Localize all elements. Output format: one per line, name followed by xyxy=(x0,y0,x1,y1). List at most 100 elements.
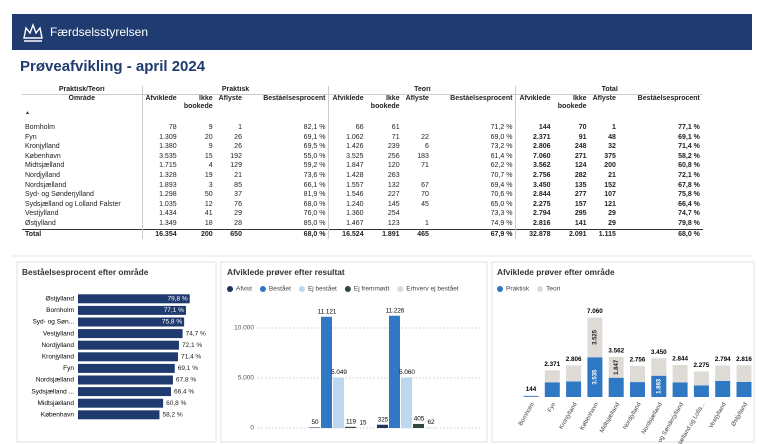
table-cell: 21 xyxy=(608,171,616,179)
table-cell: 1.035 xyxy=(141,199,180,210)
value-label: 71,4 % xyxy=(181,354,201,361)
table-cell: Total xyxy=(22,228,142,240)
bar xyxy=(78,340,179,350)
segment-label: 1.893 xyxy=(656,378,662,394)
bar xyxy=(78,329,183,339)
bar xyxy=(78,317,185,327)
value-label: 67,8 % xyxy=(176,377,196,384)
bar xyxy=(78,375,173,385)
table-cell: 62,2 % xyxy=(490,162,513,170)
sort-icon[interactable]: ▲ xyxy=(25,110,30,116)
table-cell: 650 xyxy=(215,228,245,240)
table-cell: 61,4 % xyxy=(490,152,513,160)
table-cell: 1.380 xyxy=(141,142,180,152)
y-tick-label: Bornholm xyxy=(46,307,74,314)
bar-segment xyxy=(523,396,539,397)
table-row: Midtsjælland 1.715 4 129 59,2 % 1.847 120 71 62,… xyxy=(22,161,703,171)
table-cell: 1.847 xyxy=(328,161,367,171)
table-cell: 37 xyxy=(234,191,242,199)
table-cell: 183 xyxy=(417,152,429,160)
table-cell: 254 xyxy=(387,210,400,218)
table-cell: 3.535 xyxy=(141,151,180,162)
bar-segment xyxy=(587,317,603,358)
table-cell: 2.806 xyxy=(515,142,554,152)
legend-label: Erhverv ej bestået xyxy=(406,285,459,293)
y-tick-label: Nordjylland xyxy=(41,342,74,349)
table-row: København 3.535 15 192 55,0 % 3.525 256 183 61,4… xyxy=(22,151,703,162)
y-tick-label: Fyn xyxy=(63,365,74,372)
table-cell: 20 xyxy=(204,133,213,141)
table-cell: 135 xyxy=(574,181,587,189)
table-cell: 70,6 % xyxy=(490,191,513,199)
bar xyxy=(78,398,164,408)
value-label: 11.226 xyxy=(386,307,405,314)
table-cell: 70 xyxy=(578,124,587,131)
table-body: Bornholm 78 9 1 82,1 % 66 61 71,2 % 144 70 1 77,1 %… xyxy=(22,123,703,240)
bar xyxy=(377,424,388,428)
table-cell: 271 xyxy=(574,152,587,160)
table-cell: 67 xyxy=(421,181,429,189)
column-header: Beståelsesprocent xyxy=(450,95,513,102)
legend-swatch xyxy=(259,286,266,292)
y-tick-label: 10.000 xyxy=(234,325,254,332)
column-header-row: Område ▲ Afviklede Ikke bookede Aflyste Bestå… xyxy=(22,94,703,123)
table-row: Bornholm 78 9 1 82,1 % 66 61 71,2 % 144 70 1 77,1 % xyxy=(22,123,703,133)
bar-segment xyxy=(693,371,709,386)
legend-label: Teori xyxy=(546,286,560,293)
table-cell: Nordjylland xyxy=(25,171,61,179)
column-header: Ikke bookede xyxy=(370,95,400,110)
table-row: Total 16.354 200 650 68,0 % 16.524 1.891 465 67,… xyxy=(22,228,703,240)
column-header: Beståelsesprocent xyxy=(637,95,700,102)
value-label: 72,1 % xyxy=(182,342,202,349)
legend-swatch xyxy=(497,286,503,292)
table-cell xyxy=(403,123,432,133)
legend-label: Afvist xyxy=(236,286,252,293)
group-header: Teori xyxy=(328,86,516,95)
value-label: 69,1 % xyxy=(178,365,198,372)
value-label: 405 xyxy=(414,416,425,423)
table-cell: Østjylland xyxy=(25,219,56,227)
y-tick-label: Kronjylland xyxy=(42,354,75,361)
table-cell: Midtsjælland xyxy=(25,162,65,170)
table-cell: 2.275 xyxy=(515,199,554,210)
bar xyxy=(78,305,186,315)
table-cell: 2.816 xyxy=(515,218,554,230)
value-label: 79,8 % xyxy=(167,296,187,303)
bar xyxy=(413,423,424,428)
table-cell: 74,7 % xyxy=(678,210,700,218)
table-cell: 1.546 xyxy=(328,190,367,200)
table-cell: 1 xyxy=(612,124,616,131)
table-cell: 18 xyxy=(204,219,213,227)
value-label: 75,8 % xyxy=(162,319,182,326)
group-header: Praktisk/Teori xyxy=(22,86,142,95)
table-cell: 69,4 % xyxy=(490,181,513,189)
table-cell: 66,1 % xyxy=(303,181,326,189)
table-cell: 1.062 xyxy=(328,132,367,143)
column-header: Beståelsesprocent xyxy=(263,95,326,102)
bar-segment xyxy=(630,365,645,383)
table-cell: København xyxy=(25,152,61,160)
y-tick-label: Østjylland xyxy=(45,296,74,303)
bar-segment xyxy=(736,381,752,397)
bar xyxy=(78,294,190,304)
table-cell: 61 xyxy=(391,124,400,131)
table-row: Sydsjælland og Lolland Falster 1.035 12 76 6… xyxy=(22,199,703,210)
table-cell: 41 xyxy=(204,210,213,218)
bar-segment xyxy=(651,375,667,397)
table-row: Østjylland 1.349 18 28 85,0 % 1.467 123 1 74,9 %… xyxy=(22,218,703,230)
table-cell: 152 xyxy=(604,181,616,189)
bar-segment xyxy=(736,365,752,382)
table-cell: 16.524 xyxy=(328,228,367,240)
bar-segment xyxy=(672,365,688,383)
table-cell: 73,2 % xyxy=(490,143,513,151)
y-tick-label: Vestjylland xyxy=(43,330,74,337)
table-cell: 145 xyxy=(387,200,400,208)
group-header: Praktisk xyxy=(141,86,329,95)
table-cell: 69,0 % xyxy=(490,133,513,141)
table-cell: 1.467 xyxy=(328,218,367,230)
total-label: 2.756 xyxy=(630,357,646,364)
table-cell: 68,0 % xyxy=(618,228,703,240)
bar-segment xyxy=(608,377,624,397)
table-cell: 124 xyxy=(574,162,587,170)
